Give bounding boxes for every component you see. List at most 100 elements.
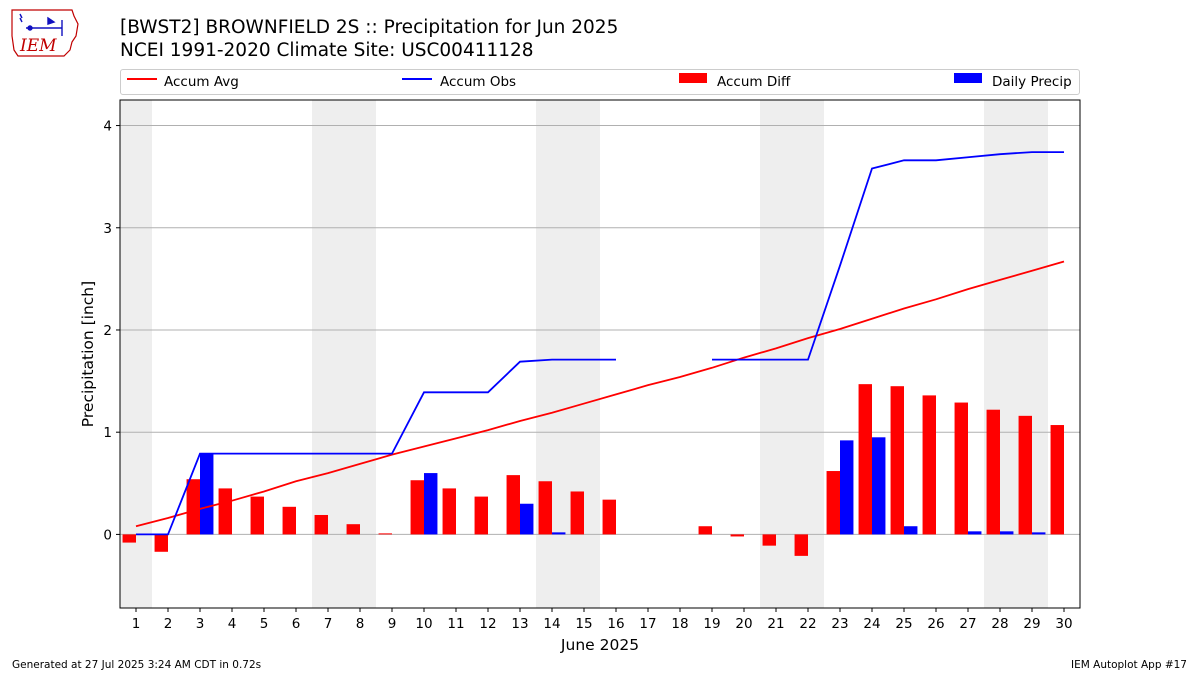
logo-text: IEM xyxy=(19,36,57,56)
accum-diff-bar xyxy=(794,534,808,556)
weekend-shade-band xyxy=(760,100,792,608)
generated-timestamp: Generated at 27 Jul 2025 3:24 AM CDT in … xyxy=(12,659,262,671)
x-tick-label: 19 xyxy=(703,616,720,632)
accum-diff-bar xyxy=(282,506,296,535)
accum-diff-bar xyxy=(698,526,712,535)
daily-precip-bar xyxy=(200,453,214,535)
x-axis-label: June 2025 xyxy=(560,636,639,654)
y-tick-label: 2 xyxy=(103,323,112,339)
accum-diff-bar xyxy=(890,386,904,535)
accum-diff-bar xyxy=(730,534,744,537)
accum-diff-bar xyxy=(570,491,584,535)
x-tick-label: 3 xyxy=(196,616,205,632)
accum-diff-bar xyxy=(762,534,776,546)
accum-diff-bar xyxy=(826,471,840,535)
daily-precip-bar xyxy=(424,473,438,535)
accum-diff-bar xyxy=(346,524,360,535)
accum-diff-bar xyxy=(154,534,168,552)
x-tick-label: 20 xyxy=(735,616,752,632)
x-tick-label: 24 xyxy=(863,616,880,632)
accum-avg-line xyxy=(135,260,1065,528)
accum-diff-bar xyxy=(378,533,392,535)
weekend-shade-band xyxy=(792,100,824,608)
x-tick-label: 17 xyxy=(639,616,656,632)
x-tick-label: 30 xyxy=(1055,616,1072,632)
y-tick-label: 4 xyxy=(103,119,112,135)
accum-diff-bar xyxy=(922,395,936,535)
accum-diff-bar xyxy=(954,402,968,535)
x-tick-label: 2 xyxy=(164,616,173,632)
x-tick-label: 8 xyxy=(356,616,365,632)
plot-frame xyxy=(119,99,1081,609)
x-tick-label: 1 xyxy=(132,616,141,632)
accum-diff-bar xyxy=(1050,425,1064,535)
x-tick-label: 21 xyxy=(767,616,784,632)
accum-diff-bar xyxy=(506,475,520,535)
daily-precip-bar xyxy=(1000,531,1014,535)
chart-subtitle: NCEI 1991-2020 Climate Site: USC00411128 xyxy=(120,40,534,61)
x-tick-label: 10 xyxy=(415,616,432,632)
y-axis-label: Precipitation [inch] xyxy=(79,281,97,427)
daily-precip-bar xyxy=(872,437,886,535)
accum-diff-bar xyxy=(538,481,552,535)
x-tick-label: 18 xyxy=(671,616,688,632)
x-tick-label: 27 xyxy=(959,616,976,632)
legend-swatch-daily-precip xyxy=(954,73,982,83)
y-tick-label: 1 xyxy=(103,425,112,441)
daily-precip-bar xyxy=(840,440,854,535)
x-tick-label: 23 xyxy=(831,616,848,632)
daily-precip-bar xyxy=(968,531,982,535)
accum-obs-line xyxy=(712,151,1064,361)
x-tick-label: 14 xyxy=(543,616,560,632)
weekend-shade-band xyxy=(344,100,376,608)
legend-label-accum-obs: Accum Obs xyxy=(440,74,517,90)
x-tick-label: 9 xyxy=(388,616,397,632)
accum-diff-bar xyxy=(474,496,488,535)
x-tick-label: 15 xyxy=(575,616,592,632)
chart-legend: Accum Avg Accum Obs Accum Diff Daily Pre… xyxy=(120,69,1080,95)
accum-diff-bar xyxy=(186,479,200,535)
weekend-shade-band xyxy=(120,100,152,608)
iowa-outline-icon xyxy=(11,9,79,57)
accum-diff-bar xyxy=(122,534,136,543)
x-tick-label: 16 xyxy=(607,616,624,632)
y-tick-label: 0 xyxy=(103,527,112,543)
app-credit: IEM Autoplot App #17 xyxy=(1071,659,1187,671)
daily-precip-bar xyxy=(1032,532,1046,535)
x-tick-label: 4 xyxy=(228,616,237,632)
accum-diff-bar xyxy=(410,480,424,535)
x-tick-label: 13 xyxy=(511,616,528,632)
weather-station-icon xyxy=(19,13,63,36)
accum-diff-bar xyxy=(858,384,872,535)
legend-swatch-accum-obs xyxy=(402,78,432,80)
accum-diff-bar xyxy=(442,488,456,535)
x-tick-label: 29 xyxy=(1023,616,1040,632)
accum-diff-bar xyxy=(314,514,328,535)
legend-swatch-accum-diff xyxy=(679,73,707,83)
accum-diff-bar xyxy=(250,496,264,535)
daily-precip-bar xyxy=(520,503,534,535)
x-tick-label: 7 xyxy=(324,616,333,632)
x-tick-label: 11 xyxy=(447,616,464,632)
x-tick-label: 5 xyxy=(260,616,269,632)
accum-diff-bar xyxy=(602,499,616,535)
x-tick-label: 12 xyxy=(479,616,496,632)
legend-label-accum-avg: Accum Avg xyxy=(164,74,239,90)
chart-title: [BWST2] BROWNFIELD 2S :: Precipitation f… xyxy=(120,17,619,38)
x-tick-label: 6 xyxy=(292,616,301,632)
accum-diff-bar xyxy=(218,488,232,535)
x-tick-label: 22 xyxy=(799,616,816,632)
legend-label-daily-precip: Daily Precip xyxy=(992,74,1072,90)
accum-diff-bar xyxy=(986,409,1000,535)
daily-precip-bar xyxy=(904,526,918,535)
legend-label-accum-diff: Accum Diff xyxy=(717,74,791,90)
iem-logo: IEM xyxy=(11,9,79,57)
daily-precip-bar xyxy=(552,532,566,535)
legend-swatch-accum-avg xyxy=(127,78,157,80)
x-tick-label: 28 xyxy=(991,616,1008,632)
accum-obs-line xyxy=(136,358,616,536)
x-tick-label: 25 xyxy=(895,616,912,632)
accum-diff-bar xyxy=(1018,415,1032,535)
x-tick-label: 26 xyxy=(927,616,944,632)
